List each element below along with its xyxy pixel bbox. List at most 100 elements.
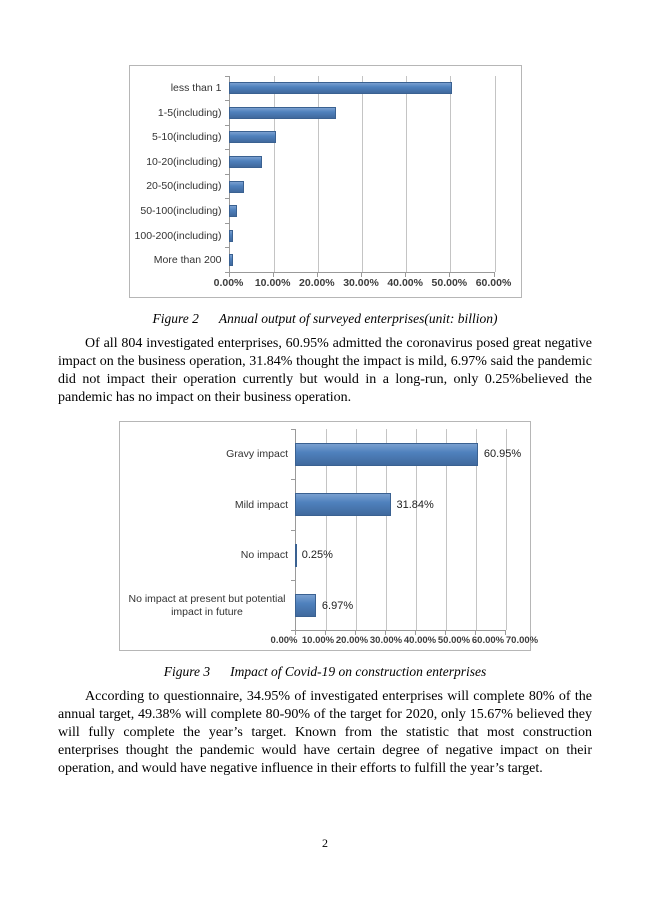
- bar: [228, 106, 337, 119]
- axis-tick-mark: [355, 631, 356, 635]
- gridline: [446, 429, 447, 630]
- axis-tick-mark: [505, 631, 506, 635]
- category-tick-mark: [291, 529, 295, 531]
- chart-row: 10-20(including): [130, 150, 521, 175]
- gridline: [356, 429, 357, 630]
- x-axis-label: 40.00%: [387, 276, 423, 289]
- category-label: 50-100(including): [140, 205, 222, 218]
- figure3-grid: [291, 429, 507, 635]
- x-axis-label: 20.00%: [299, 276, 335, 289]
- axis-tick-mark: [361, 272, 362, 277]
- figure3-x-axis: 0.00% 10.00% 20.00% 30.00% 40.00% 50.00% 60.00…: [271, 631, 539, 651]
- axis-tick-mark: [228, 272, 230, 277]
- bar-track: [228, 224, 494, 249]
- bar: [228, 205, 238, 218]
- x-axis-label: 20.00%: [335, 635, 369, 646]
- category-tick-mark: [224, 124, 229, 126]
- paragraph-1: Of all 804 investigated enterprises, 60.…: [58, 336, 592, 405]
- figure2-caption-label: Figure 2: [152, 311, 199, 326]
- category-tick-mark: [291, 630, 295, 631]
- bar-track: [228, 174, 494, 199]
- category-tick-mark: [224, 100, 229, 102]
- category-tick-mark: [224, 247, 229, 249]
- category-label: less than 1: [170, 82, 222, 95]
- bar: [295, 543, 297, 567]
- category-label: More than 200: [153, 254, 222, 267]
- category-label: Gravy impact: [226, 448, 288, 461]
- category-tick-mark: [291, 429, 295, 430]
- figure2-caption-text: Annual output of surveyed enterprises(un…: [218, 311, 498, 326]
- chart-row: 1-5(including): [130, 101, 521, 126]
- figure2-grid: [224, 76, 496, 277]
- axis-tick-mark: [385, 631, 386, 635]
- chart-row: Mild impact 31.84%: [120, 480, 530, 531]
- x-axis-label: 30.00%: [343, 276, 379, 289]
- axis-tick-mark: [405, 272, 407, 277]
- axis-tick-mark: [316, 272, 318, 277]
- bar: [228, 254, 233, 267]
- figure2-plot-area: less than 1 1-5(including) 5-10(including)…: [130, 66, 521, 277]
- category-tick-mark: [224, 173, 229, 175]
- axis-tick-mark: [295, 631, 296, 635]
- axis-tick-mark: [449, 272, 451, 277]
- axis-tick-mark: [325, 631, 326, 635]
- gridline: [317, 76, 319, 272]
- category-label: No impact at present but potential impac…: [128, 593, 286, 618]
- chart-row: 50-100(including): [130, 199, 521, 224]
- figure3-caption-text: Impact of Covid-19 on construction enter…: [230, 664, 487, 679]
- bar-track: 6.97%: [295, 581, 505, 632]
- x-axis-label: 60.00%: [475, 276, 512, 289]
- x-axis-label: 70.00%: [505, 635, 539, 646]
- category-label: 1-5(including): [157, 106, 222, 119]
- page-number: 2: [322, 836, 328, 850]
- x-axis-label: 50.00%: [431, 276, 468, 289]
- category-tick-mark: [224, 222, 229, 224]
- figure2-caption: Figure 2 Annual output of surveyed enterp…: [58, 311, 592, 327]
- category-tick-mark: [224, 149, 229, 151]
- gridline: [506, 429, 507, 630]
- gridline: [476, 429, 477, 630]
- x-axis-label: 50.00%: [437, 635, 471, 646]
- x-axis-label: 40.00%: [403, 635, 437, 646]
- bar-track: [228, 199, 494, 224]
- category-label: No impact: [240, 549, 288, 562]
- figure2-chart: less than 1 1-5(including) 5-10(including)…: [128, 65, 522, 298]
- chart-row: No impact at present but potential impac…: [120, 581, 530, 632]
- bar-value-label: 0.25%: [301, 549, 333, 562]
- figure3-plot-area: Gravy impact 60.95% Mild impact 31.84% No im…: [120, 422, 530, 635]
- x-axis-label: 10.00%: [301, 635, 335, 646]
- figure2-bars: less than 1 1-5(including) 5-10(including)…: [130, 76, 521, 273]
- bar: [228, 229, 233, 242]
- bar: [295, 442, 478, 466]
- gridline: [406, 76, 408, 272]
- category-label: 20-50(including): [146, 180, 222, 193]
- bar-track: 31.84%: [295, 480, 505, 531]
- category-tick-mark: [224, 271, 229, 273]
- category-label: 5-10(including): [152, 131, 222, 144]
- gridline: [362, 76, 363, 272]
- bar: [228, 131, 276, 144]
- bar: [295, 493, 391, 517]
- figure2-x-axis: 0.00% 10.00% 20.00% 30.00% 40.00% 50.00% 60.00…: [214, 273, 512, 293]
- x-axis-label: 0.00%: [270, 635, 298, 646]
- bar-track: [228, 125, 494, 150]
- figure3-caption: Figure 3 Impact of Covid-19 on constructi…: [58, 664, 592, 680]
- x-axis-label: 30.00%: [369, 635, 403, 646]
- chart-row: less than 1: [130, 76, 521, 101]
- bar-track: [228, 248, 494, 273]
- bar: [228, 82, 452, 95]
- gridline: [416, 429, 417, 630]
- chart-row: No impact 0.25%: [120, 530, 530, 581]
- category-tick-mark: [291, 479, 295, 481]
- x-axis-label: 60.00%: [471, 635, 505, 646]
- bar-value-label: 60.95%: [483, 448, 522, 461]
- chart-row: 100-200(including): [130, 224, 521, 249]
- axis-tick-mark: [445, 631, 446, 635]
- bar-track: 60.95%: [295, 429, 521, 480]
- axis-tick-mark: [272, 272, 274, 277]
- bar-track: [228, 101, 494, 126]
- page-content: less than 1 1-5(including) 5-10(including)…: [0, 65, 650, 778]
- category-label: Mild impact: [234, 498, 288, 511]
- axis-tick-mark: [415, 631, 416, 635]
